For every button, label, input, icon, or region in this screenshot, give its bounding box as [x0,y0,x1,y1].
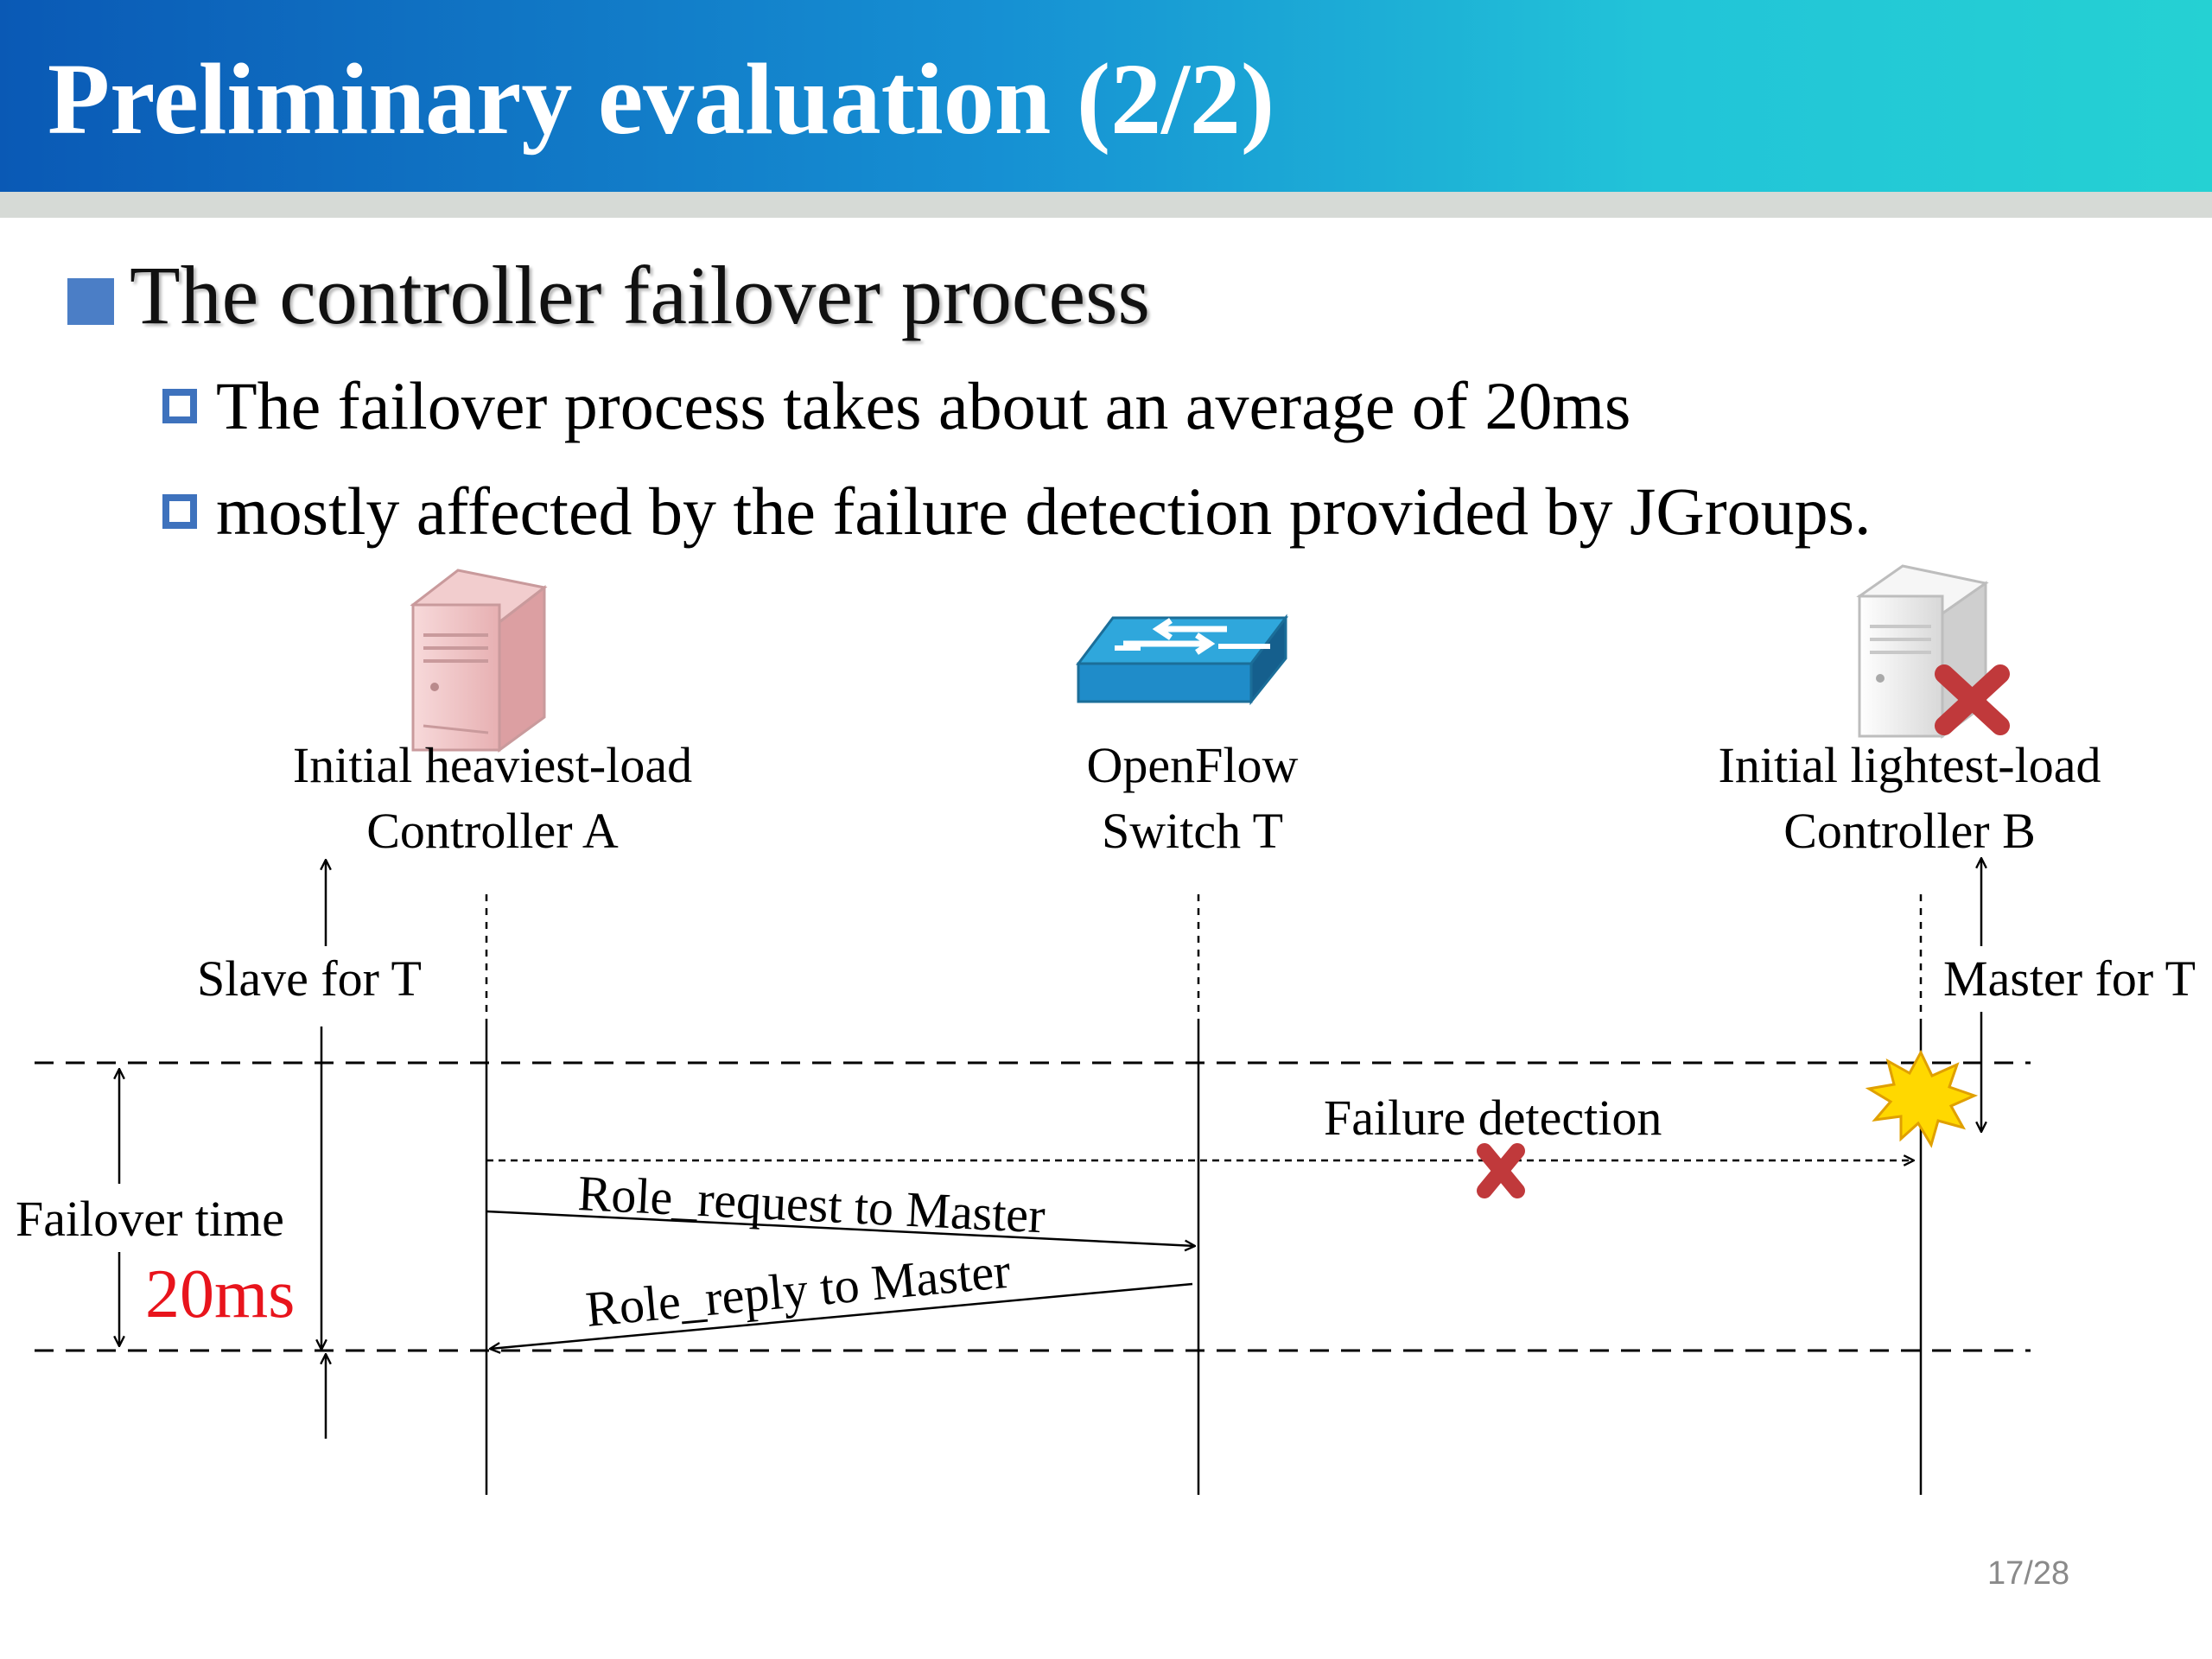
failover-time-value: 20ms [145,1256,296,1332]
lost-message-x-icon [1477,1143,1525,1198]
switch-icon [1075,613,1289,706]
master-role-label: Master for T [1940,946,2200,1012]
role-request-arrow [486,1210,1195,1246]
explosion-icon [1865,1049,1979,1148]
role-request-label: Role_request to Master [576,1165,1046,1243]
server-icon [410,569,548,753]
bullet-text-2: mostly affected by the failure detection… [216,474,1872,549]
square-bullet-icon [67,278,114,325]
controller-b-label: Initial lightest-load Controller B [1718,737,2101,859]
section-heading: The controller failover process [130,249,1150,341]
bullet-text-1: The failover process takes about an aver… [216,368,1631,443]
switch-label: OpenFlow Switch T [1086,737,1299,859]
role-reply-arrow [490,1282,1193,1349]
slide-title: Preliminary evaluation (2/2) [48,42,1275,156]
failure-detection-label: Failure detection [1324,1090,1662,1146]
slave-role-label: Slave for T [197,946,422,1012]
role-reply-label: Role_reply to Master [583,1243,1013,1338]
controller-a-label: Initial heaviest-load Controller A [292,737,693,859]
slide-number: 17/28 [1987,1555,2070,1592]
title-divider [0,192,2212,218]
failure-x-icon [1935,664,2010,735]
title-bar [0,0,2212,192]
failover-time-label: Failover time [16,1186,288,1252]
hollow-square-bullet-icon [162,494,197,529]
hollow-square-bullet-icon [162,389,197,423]
